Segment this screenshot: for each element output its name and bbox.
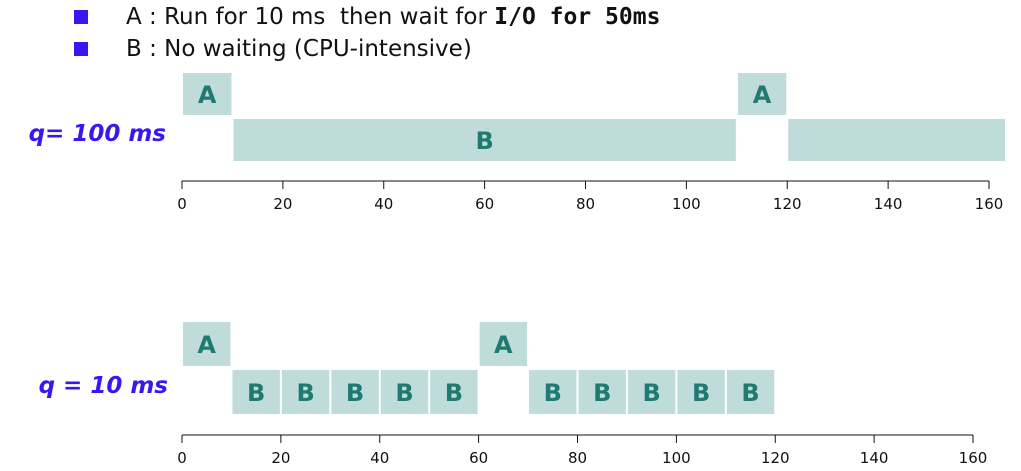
block-label: A <box>753 81 772 109</box>
block-label: A <box>197 331 216 359</box>
tick-label: 60 <box>469 449 488 467</box>
block-label: B <box>593 379 611 407</box>
block-b-1-9 <box>627 370 676 414</box>
block-b-1-2 <box>281 370 330 414</box>
block-label: B <box>544 379 562 407</box>
tick-label: 160 <box>959 449 988 467</box>
block-a-1-0 <box>183 322 231 366</box>
block-label: A <box>494 331 513 359</box>
block-b-1-8 <box>578 370 626 414</box>
tick-label: 80 <box>568 449 587 467</box>
legend-a-text: A : Run for 10 ms then wait for <box>126 4 495 30</box>
legend-item-a: A : Run for 10 ms then wait for I/O for … <box>74 4 660 30</box>
tick-label: 100 <box>662 449 691 467</box>
block-label: B <box>741 379 759 407</box>
block-b-1-1 <box>232 370 280 414</box>
tick-label: 120 <box>773 195 802 213</box>
tick-label: 20 <box>271 449 290 467</box>
tick-label: 80 <box>576 195 595 213</box>
legend-a-bold: I/O for 50ms <box>494 4 661 30</box>
block-b-1-4 <box>380 370 429 414</box>
block-label: B <box>395 379 413 407</box>
block-a-1-6 <box>479 322 528 366</box>
block-b-1-3 <box>331 370 379 414</box>
tick-label: 100 <box>672 195 701 213</box>
block-label: B <box>643 379 661 407</box>
tick-label: 60 <box>475 195 494 213</box>
tick-label: 40 <box>374 195 393 213</box>
tick-label: 160 <box>975 195 1004 213</box>
legend-item-b: B : No waiting (CPU-intensive) <box>74 36 472 62</box>
tick-label: 20 <box>273 195 292 213</box>
bullet-square-icon <box>74 42 88 56</box>
block-label: B <box>296 379 314 407</box>
legend-b-text: B : No waiting (CPU-intensive) <box>126 36 472 62</box>
tick-label: 0 <box>177 195 187 213</box>
block-label: A <box>198 81 217 109</box>
block-b-0-1 <box>233 119 736 161</box>
block-b-1-5 <box>430 370 478 414</box>
block-b-0-3 <box>788 119 1005 161</box>
block-label: B <box>475 127 493 155</box>
tick-label: 140 <box>874 195 903 213</box>
block-label: B <box>445 379 463 407</box>
tick-label: 120 <box>761 449 790 467</box>
tick-label: 0 <box>177 449 187 467</box>
bullet-square-icon <box>74 10 88 24</box>
block-a-0-2 <box>737 73 787 115</box>
block-label: B <box>692 379 710 407</box>
block-b-1-10 <box>677 370 725 414</box>
tick-label: 40 <box>370 449 389 467</box>
block-label: B <box>346 379 364 407</box>
block-label: B <box>247 379 265 407</box>
block-a-0-0 <box>183 73 232 115</box>
tick-label: 140 <box>860 449 889 467</box>
block-b-1-7 <box>529 370 577 414</box>
chart-label-q10: q = 10 ms <box>38 373 168 399</box>
block-b-1-11 <box>726 370 775 414</box>
chart-label-q100: q= 100 ms <box>28 121 166 147</box>
